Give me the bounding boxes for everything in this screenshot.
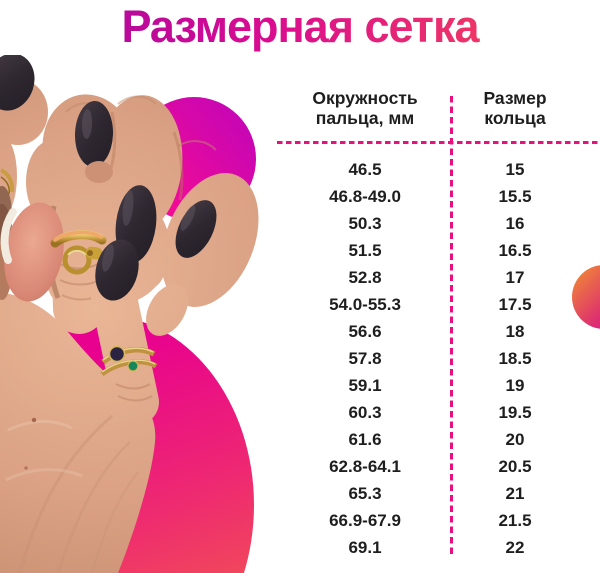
ring-size-value: 17 xyxy=(505,268,525,287)
table-row: 62.8-64.1 20.5 xyxy=(278,454,600,481)
circumference-value: 62.8-64.1 xyxy=(329,457,401,476)
ring-size-value: 16.5 xyxy=(498,241,532,260)
table-row: 46.5 15 xyxy=(278,157,600,184)
ring-size-value: 19.5 xyxy=(498,403,532,422)
table-row: 60.3 19.5 xyxy=(278,400,600,427)
table-row: 56.6 18 xyxy=(278,319,600,346)
circumference-value: 56.6 xyxy=(348,322,382,341)
ring-size-value: 15 xyxy=(505,160,525,179)
table-row: 51.5 16.5 xyxy=(278,238,600,265)
col-header-ring-size: Размер кольца xyxy=(483,88,547,128)
back-of-hand xyxy=(0,292,156,573)
ring-size-value: 16 xyxy=(505,214,525,233)
ring-size-value: 20 xyxy=(505,430,525,449)
hand-photo xyxy=(0,55,259,573)
gold-ring-loop xyxy=(50,230,107,275)
circumference-value: 61.6 xyxy=(348,430,382,449)
col-header-circumference: Окружность пальца, мм xyxy=(312,88,418,128)
circumference-value: 60.3 xyxy=(348,403,382,422)
table-row: 61.6 20 xyxy=(278,427,600,454)
ring-size-value: 21 xyxy=(505,484,525,503)
ring-size-value: 20.5 xyxy=(498,457,532,476)
circumference-value: 46.8-49.0 xyxy=(329,187,401,206)
ring-size-value: 22 xyxy=(505,538,525,557)
circumference-value: 66.9-67.9 xyxy=(329,511,401,530)
circumference-value: 59.1 xyxy=(348,376,382,395)
dashed-divider-vertical xyxy=(450,96,453,558)
table-row: 46.8-49.0 15.5 xyxy=(278,184,600,211)
table-row: 59.1 19 xyxy=(278,373,600,400)
gold-ring-gems xyxy=(100,345,158,377)
table-header-row: Окружность пальца, мм Размер кольца xyxy=(278,88,600,128)
table-row: 54.0-55.3 17.5 xyxy=(278,292,600,319)
ring-size-value: 18 xyxy=(505,322,525,341)
table-row: 52.8 17 xyxy=(278,265,600,292)
table-row: 69.1 22 xyxy=(278,535,600,562)
ring-size-value: 17.5 xyxy=(498,295,532,314)
circumference-value: 50.3 xyxy=(348,214,382,233)
circumference-value: 57.8 xyxy=(348,349,382,368)
ring-size-value: 15.5 xyxy=(498,187,532,206)
pinky-nail xyxy=(95,239,139,301)
circumference-value: 54.0-55.3 xyxy=(329,295,401,314)
table-row: 50.3 16 xyxy=(278,211,600,238)
circumference-value: 52.8 xyxy=(348,268,382,287)
circumference-value: 46.5 xyxy=(348,160,382,179)
ring-size-value: 21.5 xyxy=(498,511,532,530)
table-rows: 46.5 15 46.8-49.0 15.5 50.3 16 51.5 16.5… xyxy=(278,157,600,562)
circumference-value: 51.5 xyxy=(348,241,382,260)
ring-size-value: 18.5 xyxy=(498,349,532,368)
thumb xyxy=(0,186,64,302)
circumference-value: 69.1 xyxy=(348,538,382,557)
table-row: 57.8 18.5 xyxy=(278,346,600,373)
table-row: 66.9-67.9 21.5 xyxy=(278,508,600,535)
pale-thumb-ring xyxy=(0,208,17,264)
circumference-value: 65.3 xyxy=(348,484,382,503)
table-row: 65.3 21 xyxy=(278,481,600,508)
ring-size-value: 19 xyxy=(505,376,525,395)
size-table-header: Окружность пальца, мм Размер кольца xyxy=(278,88,600,128)
page-title: Размерная сетка xyxy=(0,0,600,56)
dashed-divider-horizontal xyxy=(277,141,600,144)
thin-gold-ring xyxy=(0,168,15,195)
